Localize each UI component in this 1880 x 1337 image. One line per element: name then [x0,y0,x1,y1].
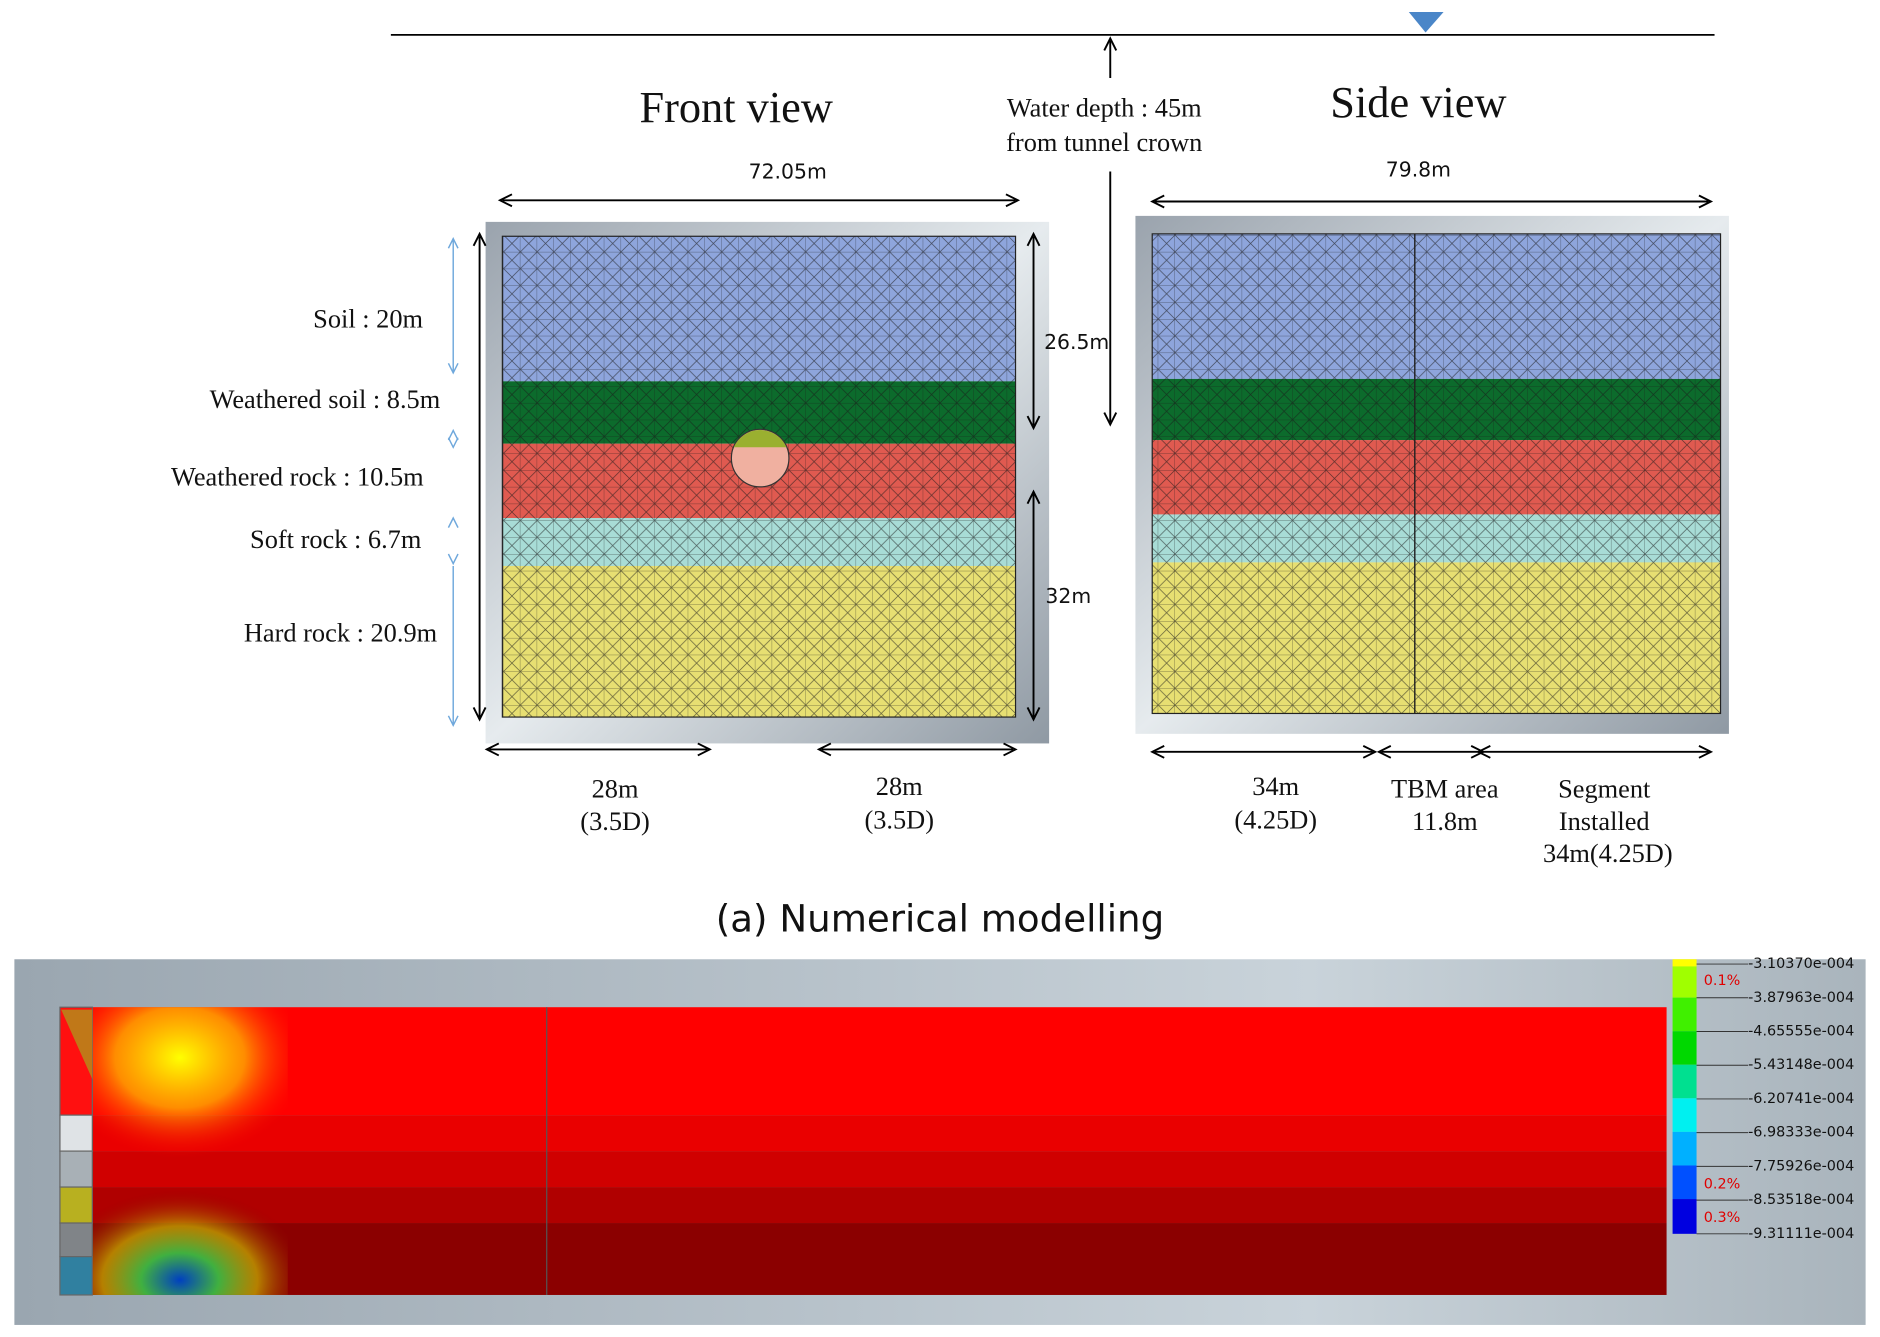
zone-length: 11.8m [1412,807,1478,836]
water-level-marker [1408,12,1444,33]
front-mesh [501,235,1017,718]
legend-swatch [1672,959,1697,967]
offset-diameters: (3.5D) [580,807,650,836]
contour-plot [59,1006,1667,1296]
contour-band [59,1187,1667,1224]
layer-label: Hard rock : 20.9m [244,619,438,648]
legend-label: -4.65555e-004 [1748,1023,1854,1039]
zone-label: Segment [1558,774,1651,803]
zone-length: 34m [1252,772,1299,801]
side-mesh [1151,233,1722,715]
offset-length: 28m [592,774,639,803]
water-depth: Water depth : 45m [1007,93,1202,122]
legend-label: -8.53518e-004 [1748,1192,1854,1208]
offset-diameters: (3.5D) [864,806,934,835]
percent-label: 0.1% [1704,973,1741,989]
zone-label: TBM area [1391,774,1499,803]
water-depth-arrow [1103,36,1118,427]
layer-label: Soil : 20m [313,304,423,333]
tunnel-crown [733,430,787,448]
front-view-title: Front view [639,82,832,132]
legend-swatch [1672,1064,1697,1099]
zone-length: 34m(4.25D) [1543,839,1673,868]
legend-label: -3.87963e-004 [1748,990,1854,1006]
legend-label: -7.75926e-004 [1748,1158,1854,1174]
legend-label: -6.20741e-004 [1748,1091,1854,1107]
offset-length: 28m [876,772,923,801]
legend-swatch [1672,1098,1697,1132]
front-height-arrow [472,231,487,722]
legend-label: -3.10370e-004 [1748,956,1854,972]
legend-swatch [1672,1165,1697,1200]
contour-band [59,1223,1667,1295]
zone-label: Installed [1559,807,1650,836]
segment-strip [59,1186,93,1224]
lower-height: 32m [1045,584,1091,608]
layer-label: Soft rock : 6.7m [250,525,422,554]
legend-swatch [1672,1199,1697,1234]
legend-labels: -3.10370e-004 -3.87963e-004 -4.65555e-004 -… [1696,956,1854,1242]
side-width: 79.8m [1386,157,1451,181]
legend-bar [1672,959,1697,1234]
front-width: 72.05m [749,160,827,184]
contour-band [59,1151,1667,1188]
water-depth-note: from tunnel crown [1006,128,1202,157]
legend-label: -6.98333e-004 [1748,1125,1854,1141]
contour-band [59,1007,1667,1116]
contour-band [59,1115,1667,1152]
percent-label: 0.3% [1704,1210,1741,1226]
legend-label: -5.43148e-004 [1748,1057,1854,1073]
segment-strip [59,1114,93,1152]
layer-arrows [447,237,459,728]
legend-swatch [1672,1031,1697,1065]
legend-label: -9.31111e-004 [1748,1226,1854,1242]
layer-label: Weathered soil : 8.5m [210,385,441,414]
side-view-title: Side view [1330,77,1506,127]
legend-swatch [1672,997,1697,1032]
legend-swatch [1672,966,1697,998]
mesh [1151,233,1722,715]
upper-height: 26.5m [1044,330,1109,354]
contour-hotspot [71,1145,288,1295]
front-offset-arrows [484,742,1018,757]
layer-label: Weathered rock : 10.5m [171,463,424,492]
segment-strip [59,1150,93,1188]
percent-label: 0.2% [1704,1177,1741,1193]
segment-strip [59,1222,93,1258]
front-width-arrow [497,193,1021,208]
segment-strip [59,1256,93,1296]
side-width-arrow [1150,194,1714,209]
front-right-arrows [1026,231,1041,722]
side-zone-arrows [1150,744,1714,759]
legend-swatch [1672,1131,1697,1166]
zone-diameters: (4.25D) [1234,806,1317,835]
segment-strip [61,1009,93,1080]
caption: (a) Numerical modelling [716,897,1164,940]
